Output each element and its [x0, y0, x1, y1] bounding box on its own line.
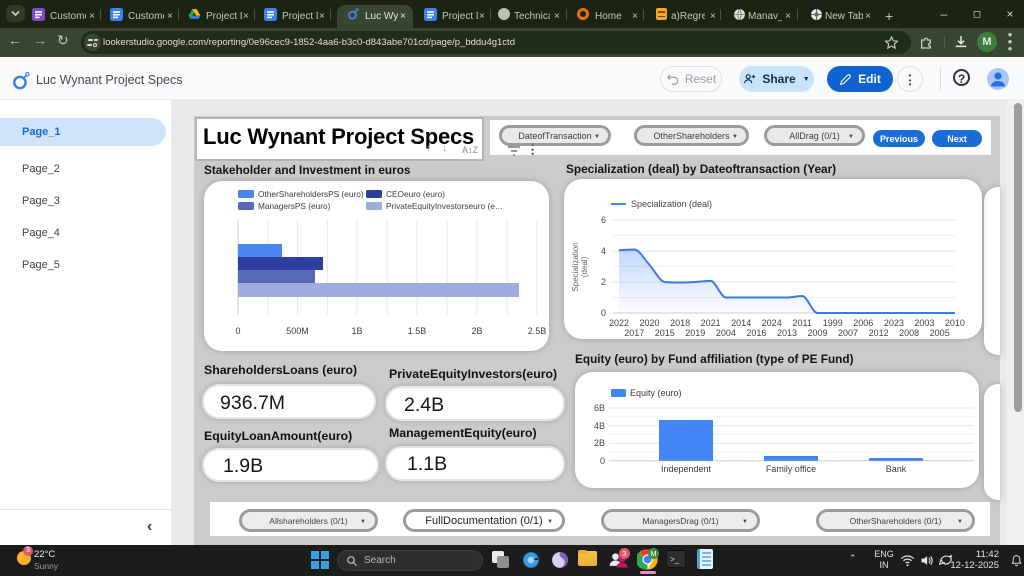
svg-text:2008: 2008 — [899, 328, 919, 338]
svg-text:Family office: Family office — [766, 464, 816, 474]
svg-text:0: 0 — [235, 326, 240, 336]
svg-text:6: 6 — [601, 215, 606, 225]
svg-text:2022: 2022 — [609, 318, 629, 328]
svg-text:2007: 2007 — [838, 328, 858, 338]
svg-text:2011: 2011 — [793, 318, 812, 328]
svg-text:2003: 2003 — [914, 318, 934, 328]
svg-text:2010: 2010 — [945, 318, 965, 328]
svg-text:4B: 4B — [594, 421, 605, 431]
svg-text:1B: 1B — [351, 326, 362, 336]
svg-text:2020: 2020 — [639, 318, 659, 328]
svg-text:2021: 2021 — [701, 318, 721, 328]
svg-text:2.5B: 2.5B — [528, 326, 547, 336]
svg-text:2016: 2016 — [746, 328, 766, 338]
svg-text:2015: 2015 — [655, 328, 675, 338]
svg-text:2024: 2024 — [762, 318, 782, 328]
svg-text:2B: 2B — [471, 326, 482, 336]
svg-text:ManagersPS (euro): ManagersPS (euro) — [258, 201, 331, 211]
svg-text:2017: 2017 — [624, 328, 644, 338]
svg-text:2012: 2012 — [869, 328, 889, 338]
svg-text:0: 0 — [601, 308, 606, 318]
svg-text:1.5B: 1.5B — [408, 326, 427, 336]
svg-text:2004: 2004 — [716, 328, 736, 338]
svg-text:1999: 1999 — [823, 318, 843, 328]
svg-text:2018: 2018 — [670, 318, 690, 328]
svg-text:2B: 2B — [594, 438, 605, 448]
svg-text:Specialization: Specialization — [571, 242, 580, 291]
svg-text:2014: 2014 — [731, 318, 751, 328]
svg-text:4: 4 — [601, 246, 606, 256]
svg-text:2: 2 — [601, 277, 606, 287]
svg-text:Equity (euro): Equity (euro) — [630, 388, 682, 398]
svg-text:2013: 2013 — [777, 328, 797, 338]
svg-text:(deal): (deal) — [580, 256, 589, 277]
svg-text:Bank: Bank — [886, 464, 907, 474]
svg-text:Specialization (deal): Specialization (deal) — [631, 199, 712, 209]
svg-text:2005: 2005 — [930, 328, 950, 338]
svg-text:Independent: Independent — [661, 464, 712, 474]
svg-text:2019: 2019 — [685, 328, 705, 338]
svg-text:OtherShareholdersPS (euro): OtherShareholdersPS (euro) — [258, 189, 364, 199]
svg-text:CEOeuro (euro): CEOeuro (euro) — [386, 189, 445, 199]
svg-text:2006: 2006 — [853, 318, 873, 328]
svg-text:2009: 2009 — [807, 328, 827, 338]
svg-text:2023: 2023 — [884, 318, 904, 328]
svg-text:500M: 500M — [286, 326, 309, 336]
svg-text:0: 0 — [600, 456, 605, 466]
svg-text:PrivateEquityInvestorseuro (e…: PrivateEquityInvestorseuro (e… — [386, 201, 503, 211]
svg-text:6B: 6B — [594, 403, 605, 413]
